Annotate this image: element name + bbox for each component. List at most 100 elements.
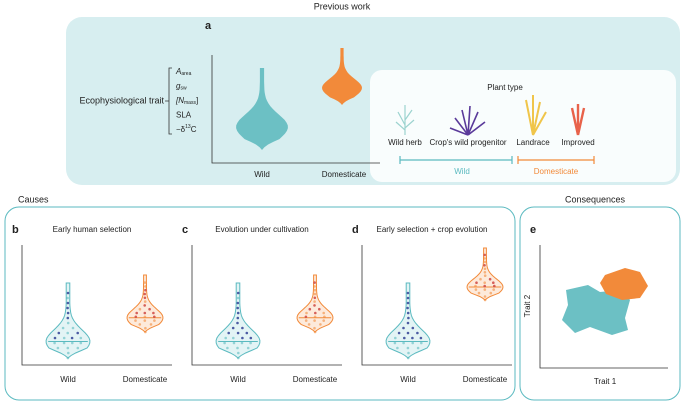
- dot: [144, 285, 147, 288]
- bracket: [165, 67, 172, 135]
- dot: [416, 346, 420, 350]
- dot: [152, 311, 155, 315]
- dot: [236, 306, 239, 310]
- dom-bracket: [517, 156, 595, 164]
- dot: [148, 307, 151, 311]
- dot: [493, 284, 496, 288]
- y-label: Trait 2: [523, 294, 532, 317]
- dot: [406, 311, 410, 315]
- heading: Causes: [18, 194, 49, 204]
- dot: [143, 292, 146, 296]
- trait-main: −δ: [176, 125, 186, 134]
- panel-title: Evolution under cultivation: [215, 225, 308, 234]
- dot: [79, 336, 83, 340]
- dot: [66, 356, 70, 360]
- dot: [76, 346, 80, 350]
- dot: [153, 315, 156, 319]
- dot: [66, 291, 70, 295]
- plant-box: [370, 70, 676, 182]
- trait-main: A: [175, 67, 181, 76]
- group-label: Domesticate: [534, 167, 579, 176]
- panel-title: Early human selection: [53, 225, 132, 234]
- letter: b: [12, 224, 19, 236]
- dot: [153, 319, 156, 322]
- dot: [232, 341, 236, 345]
- dot: [323, 315, 326, 319]
- trait: gsw: [176, 82, 187, 92]
- dot: [406, 301, 410, 305]
- consequences-box: [519, 206, 681, 401]
- x-label: Domesticate: [293, 375, 338, 384]
- dot: [66, 306, 69, 310]
- dot: [236, 321, 239, 325]
- dot: [406, 296, 410, 300]
- x-label: Trait 1: [594, 377, 617, 386]
- letter: e: [530, 224, 536, 236]
- dot: [308, 307, 312, 311]
- dot: [483, 298, 487, 302]
- dot: [61, 326, 65, 330]
- trait-sub: area: [181, 71, 191, 77]
- dot: [322, 319, 326, 322]
- dot: [143, 319, 147, 322]
- dot: [226, 346, 229, 350]
- dot: [236, 346, 239, 350]
- dot: [71, 326, 75, 330]
- heading: Previous work: [314, 1, 371, 11]
- dot: [245, 331, 249, 335]
- dot: [407, 316, 410, 320]
- x-label: Wild: [400, 375, 416, 384]
- dot: [53, 341, 56, 345]
- x-label: Wild: [60, 375, 76, 384]
- dot: [313, 319, 316, 322]
- dot: [419, 336, 423, 340]
- dot: [394, 336, 397, 340]
- dot: [313, 281, 316, 284]
- dot: [314, 311, 317, 315]
- dot: [483, 257, 487, 260]
- plant-label: Landrace: [516, 138, 550, 147]
- dot: [406, 356, 410, 360]
- plant-label: Wild herb: [388, 138, 422, 147]
- violin-wild: [236, 68, 288, 150]
- dot: [474, 284, 477, 288]
- dot: [249, 336, 253, 340]
- dot: [411, 326, 415, 330]
- dot: [411, 336, 414, 340]
- panel-title: Early selection + crop evolution: [377, 225, 488, 234]
- dot: [411, 341, 415, 345]
- dot: [143, 296, 147, 300]
- plant-label: Crop's wild progenitor: [429, 138, 506, 147]
- heading: Consequences: [565, 194, 626, 204]
- trait-main: SLA: [176, 111, 192, 120]
- dot: [138, 323, 142, 326]
- wild-blob: [562, 285, 630, 335]
- dot: [406, 306, 409, 310]
- dot: [143, 281, 147, 284]
- dot: [313, 330, 317, 334]
- dot: [143, 300, 147, 303]
- dot: [66, 311, 70, 315]
- dot: [483, 264, 486, 267]
- dot: [236, 301, 240, 305]
- dot: [236, 296, 240, 300]
- letter: c: [182, 224, 188, 236]
- dot: [144, 330, 147, 334]
- x-label: Wild: [230, 375, 246, 384]
- dot: [143, 315, 147, 319]
- dot: [66, 321, 70, 325]
- x-label: Domesticate: [123, 375, 168, 384]
- violin: [45, 282, 91, 359]
- dot: [489, 291, 493, 295]
- dot: [483, 274, 487, 278]
- dot: [237, 351, 240, 355]
- dot: [66, 346, 70, 350]
- dot: [62, 341, 66, 345]
- dot: [406, 291, 410, 295]
- plant-label: Improved: [561, 138, 594, 147]
- dot: [56, 346, 60, 350]
- axes: [21, 245, 172, 366]
- dot: [406, 331, 410, 335]
- plant-type-title: Plant type: [487, 83, 523, 92]
- causes-box: [4, 206, 516, 401]
